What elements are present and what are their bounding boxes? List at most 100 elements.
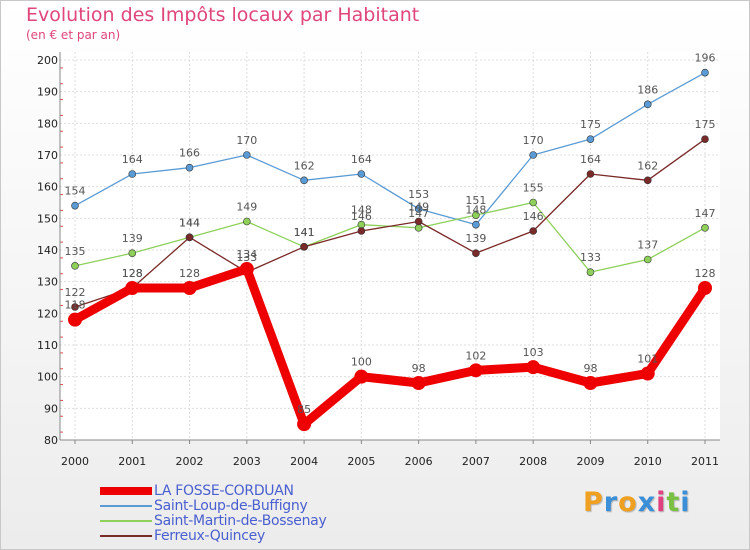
data-label: 128 [695,267,716,280]
data-point [529,198,537,207]
y-tick-label: 160 [37,181,58,194]
data-point [357,170,366,178]
data-label: 170 [236,134,257,147]
x-tick-label: 2001 [118,455,146,468]
data-label: 137 [637,239,658,252]
data-point [68,312,82,327]
data-point [185,163,194,172]
data-label: 102 [465,349,486,362]
data-point [472,211,480,219]
data-label: 147 [695,207,716,220]
series-line [74,138,706,308]
y-tick-label: 200 [37,54,58,67]
data-point [472,249,480,257]
data-point [71,201,79,210]
data-label: 141 [294,226,315,239]
logo-letter: r [603,487,619,518]
data-label: 122 [65,286,86,299]
data-point [297,417,312,432]
x-tick-label: 2011 [691,455,719,468]
legend-label: LA FOSSE-CORDUAN [154,483,294,499]
data-label: 103 [523,346,544,359]
data-point [411,376,426,390]
x-tick-label: 2007 [462,455,490,468]
legend-label: Ferreux-Quincey [154,528,265,544]
legend-swatch [100,535,152,537]
data-point [414,205,423,213]
series-line [70,264,710,429]
data-point [586,268,595,276]
y-tick-label: 150 [37,212,58,225]
data-point [128,170,137,178]
data-point [182,281,197,295]
data-point [354,369,369,384]
data-label: 153 [408,188,429,201]
data-point [701,135,709,143]
logo-letter: x [637,487,657,518]
data-point [640,366,655,381]
proxiti-logo: Proxiti [583,487,691,518]
data-label: 128 [122,267,143,280]
data-point [526,360,541,375]
data-point [357,227,366,235]
data-label: 196 [695,52,716,65]
data-point [586,170,595,178]
data-point [468,363,483,378]
y-tick-label: 130 [37,276,58,289]
data-point [300,243,308,251]
data-point [414,217,423,226]
data-label: 147 [408,207,429,220]
data-label: 133 [580,251,601,264]
data-label: 146 [351,210,372,223]
data-label: 139 [465,232,486,245]
legend-swatch [100,520,152,522]
data-label: 164 [351,153,372,166]
data-point [239,262,254,276]
y-tick-label: 80 [44,434,58,447]
data-label: 135 [65,245,86,258]
data-label: 144 [179,216,200,229]
x-tick-label: 2010 [634,455,662,468]
data-label: 155 [523,182,544,195]
legend-swatch [100,487,152,495]
data-label: 146 [523,210,544,223]
x-tick-label: 2000 [61,455,89,468]
data-label: 101 [637,353,658,366]
data-label: 128 [122,267,143,280]
data-point [185,233,194,242]
x-tick-label: 2008 [519,455,547,468]
logo-letter: i [680,487,691,518]
logo-letter: i [656,487,667,518]
data-label: 141 [294,226,315,239]
data-point [701,68,709,77]
legend-label: Saint-Martin-de-Bossenay [154,513,327,529]
data-label: 164 [122,153,143,166]
data-label: 151 [465,194,486,207]
data-label: 100 [351,356,372,369]
x-tick-label: 2002 [176,455,204,468]
y-tick-label: 100 [37,371,58,384]
data-label: 149 [408,201,429,214]
series-line [74,72,706,226]
data-label: 186 [637,83,658,96]
data-point [586,135,595,143]
data-label: 134 [236,248,257,261]
data-label: 98 [583,362,597,375]
data-point [128,249,137,257]
data-point [125,281,140,295]
data-point [300,176,308,185]
data-point [529,227,537,235]
data-point [472,220,480,229]
data-label: 154 [65,185,86,198]
data-point [643,100,652,109]
x-tick-label: 2004 [290,455,318,468]
data-point [71,262,79,270]
x-tick-label: 2003 [233,455,261,468]
data-point [243,217,251,226]
chart-title: Evolution des Impôts locaux par Habitant [26,4,420,26]
x-tick-label: 2006 [405,455,433,468]
data-label: 162 [294,159,315,172]
legend-swatch [100,505,152,507]
data-label: 166 [179,147,200,160]
